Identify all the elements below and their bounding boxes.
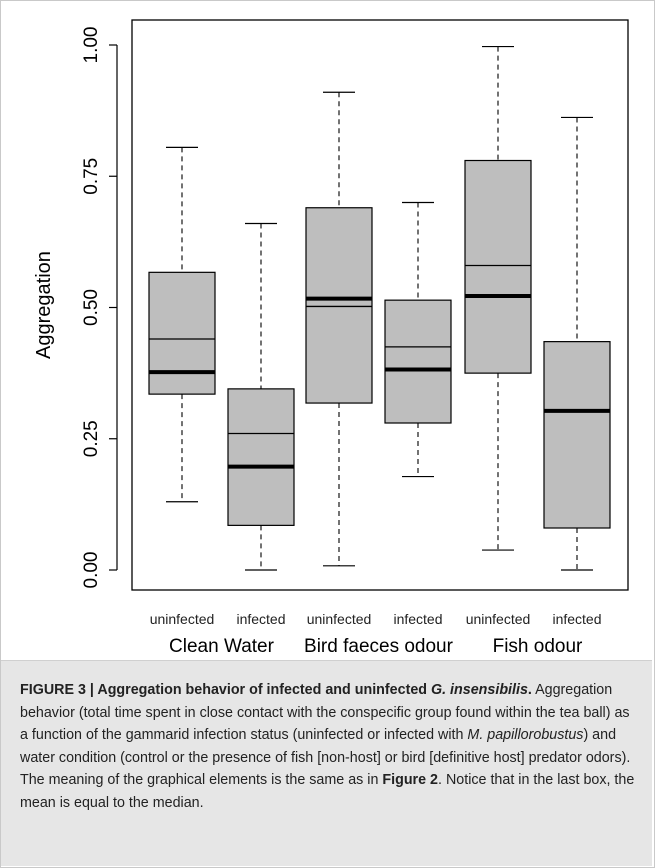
box-uninfected-fish-odour [464,45,532,551]
iqr-box [148,271,216,395]
iqr-box [305,207,373,404]
x-tick-label: infected [236,611,285,627]
plot-area-border [131,19,629,591]
caption-background [1,660,652,866]
y-axis: 0.00 0.25 0.50 0.75 1.00 [81,27,118,589]
boxplot-chart: 0.00 0.25 0.50 0.75 1.00 Aggregation uninfec… [33,19,629,657]
y-tick-label: 0.25 [81,420,102,457]
y-tick-label: 1.00 [81,27,102,64]
caption-body-1: Aggregation behavior (total time spent i… [20,682,630,743]
iqr-box [543,341,611,529]
iqr-box [464,159,532,374]
boxes-layer [148,45,611,571]
chart-canvas: 0.00 0.25 0.50 0.75 1.00 Aggregation uninfec… [33,19,629,657]
x-labels-layer: uninfected infected uninfected infected unin… [150,611,602,657]
y-tick-label: 0.50 [81,289,102,326]
box-uninfected-clean-water [148,146,216,503]
caption-body-2: ) and water condition (control or the pr… [20,727,631,788]
box-infected-fish-odour [543,116,611,571]
caption-title-end: . [527,682,532,698]
caption-body-species: M. papillorobustus [467,727,584,743]
caption-title-pre: Aggregation behavior of infected and uni… [93,682,431,698]
box-infected-bird-faeces-odour [384,201,452,478]
iqr-box [384,299,452,424]
caption-title-species: G. insensibilis [430,682,528,698]
x-tick-label: uninfected [307,611,372,627]
box-infected-clean-water [227,222,295,571]
caption-figure-label: FIGURE 3 | [20,682,94,698]
caption-heading: FIGURE 3 | Aggregation behavior of infec… [20,682,532,698]
x-tick-label: infected [393,611,442,627]
figure-2-link[interactable]: Figure 2 [382,772,439,788]
box-uninfected-bird-faeces-odour [305,91,373,567]
x-tick-label: infected [552,611,601,627]
x-tick-label: uninfected [466,611,531,627]
group-label: Fish odour [493,636,583,657]
figure-caption: FIGURE 3 | Aggregation behavior of infec… [20,679,638,814]
group-label: Bird faeces odour [304,636,454,657]
group-label: Clean Water [169,636,275,657]
x-tick-label: uninfected [150,611,215,627]
y-axis-label: Aggregation [33,251,55,359]
y-tick-label: 0.75 [81,158,102,195]
caption-body-3: . Notice that in the last box, the mean … [20,772,635,811]
iqr-box [227,388,295,526]
y-tick-label: 0.00 [81,552,102,589]
